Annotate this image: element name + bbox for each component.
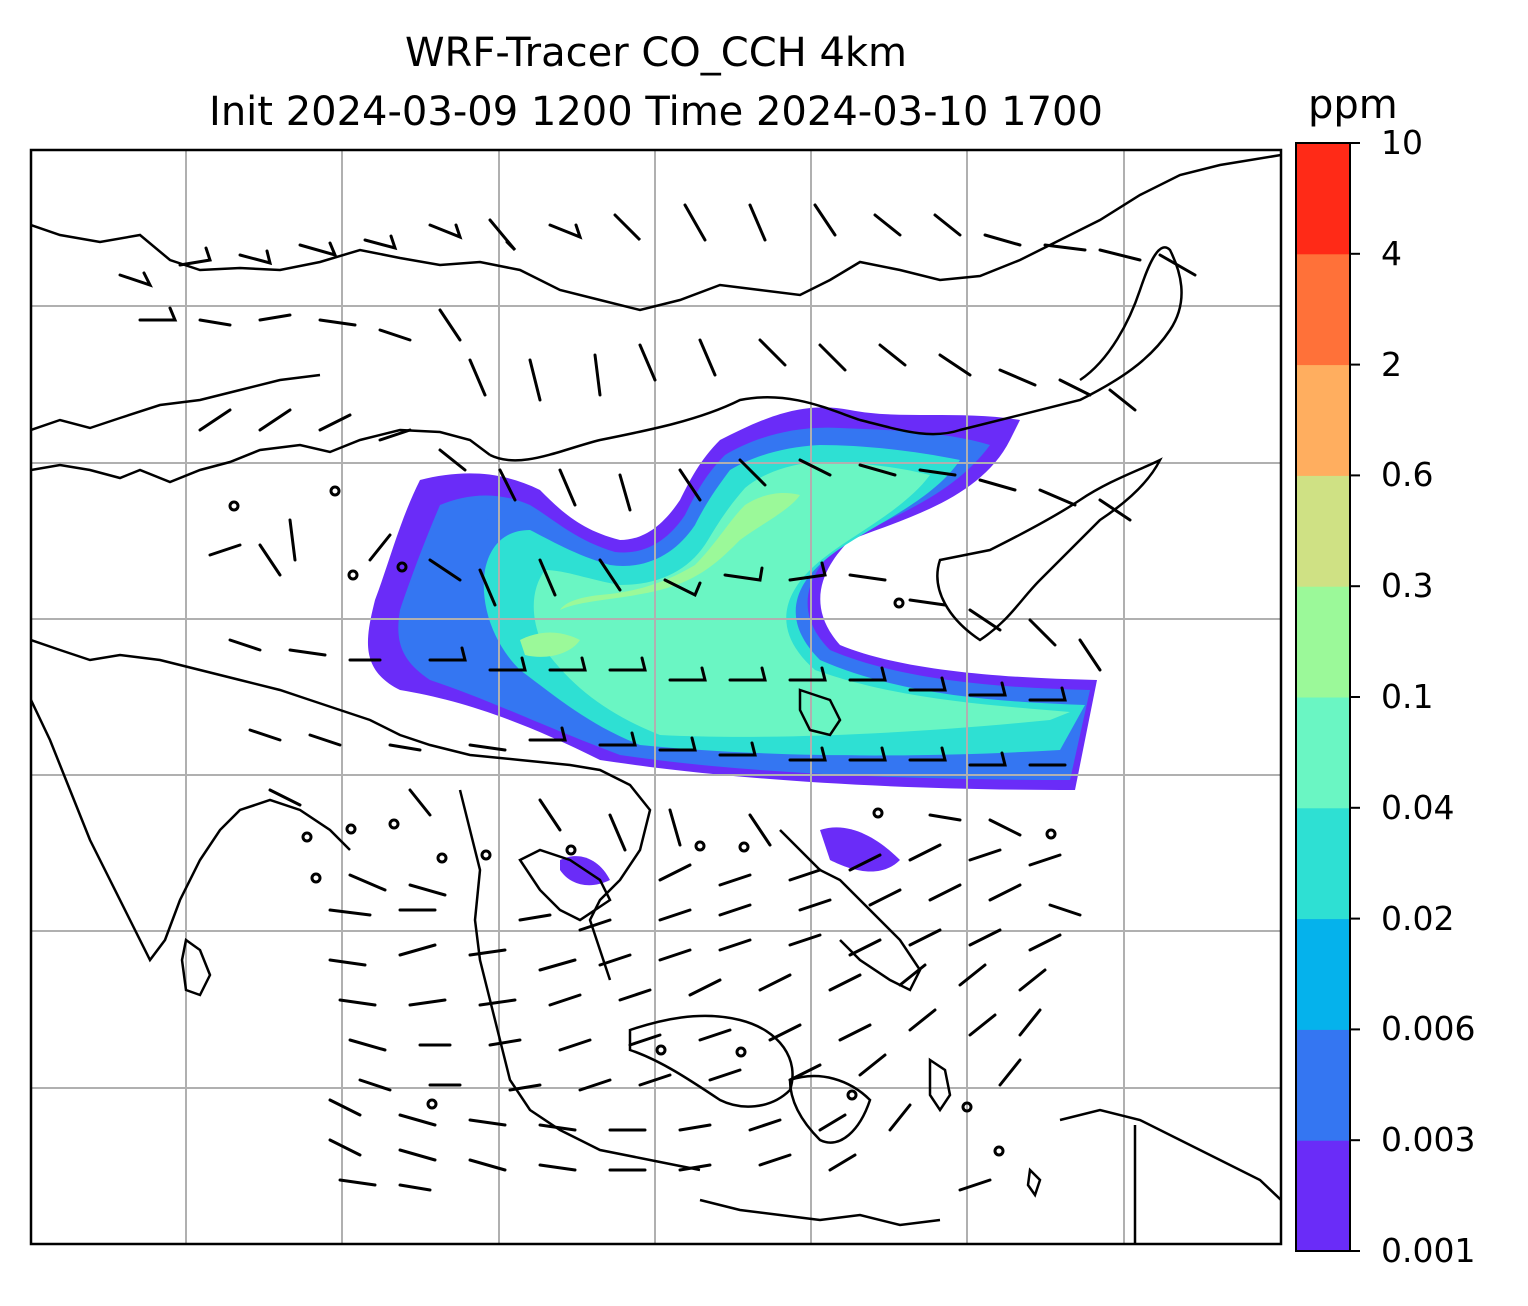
colorbar-tick-label: 10 bbox=[1381, 123, 1423, 162]
colorbar-tick-label: 0.003 bbox=[1381, 1120, 1476, 1160]
map-border bbox=[29, 148, 1283, 1246]
calm-wind-markers bbox=[228, 485, 1057, 1157]
tracer-plume bbox=[300, 407, 1098, 904]
colorbar-tick-label: 0.6 bbox=[1381, 455, 1434, 495]
colorbar-tick-label: 0.001 bbox=[1381, 1231, 1476, 1270]
colorbar-tick-label: 4 bbox=[1381, 233, 1402, 273]
colorbar-tick-label: 0.006 bbox=[1381, 1009, 1476, 1049]
colorbar-segment bbox=[1296, 475, 1350, 587]
colorbar-tick-label: 0.1 bbox=[1381, 677, 1434, 716]
colorbar-segment bbox=[1296, 586, 1350, 698]
coastlines bbox=[31, 153, 1281, 1244]
colorbar-segment bbox=[1296, 1029, 1350, 1141]
colorbar-segment bbox=[1296, 253, 1350, 366]
chart-subtitle: Init 2024-03-09 1200 Time 2024-03-10 170… bbox=[209, 89, 1103, 135]
colorbar-unit-label: ppm bbox=[1308, 82, 1398, 128]
colorbar-segment bbox=[1296, 697, 1350, 809]
colorbar-segment bbox=[1296, 143, 1350, 255]
colorbar bbox=[1295, 142, 1360, 1252]
colorbar-tick-label: 2 bbox=[1381, 344, 1402, 384]
colorbar-tick-label: 0.3 bbox=[1381, 566, 1434, 606]
colorbar-tick-label: 0.02 bbox=[1381, 898, 1455, 938]
colorbar-segment bbox=[1296, 364, 1350, 476]
wind-barbs bbox=[118, 203, 1197, 1192]
chart-title: WRF-Tracer CO_CCH 4km bbox=[404, 30, 908, 76]
colorbar-segment bbox=[1296, 807, 1350, 920]
colorbar-segment bbox=[1296, 1140, 1350, 1252]
colorbar-segment bbox=[1296, 918, 1350, 1030]
colorbar-tick-label: 0.04 bbox=[1381, 787, 1455, 827]
map-panel bbox=[31, 150, 1281, 1244]
